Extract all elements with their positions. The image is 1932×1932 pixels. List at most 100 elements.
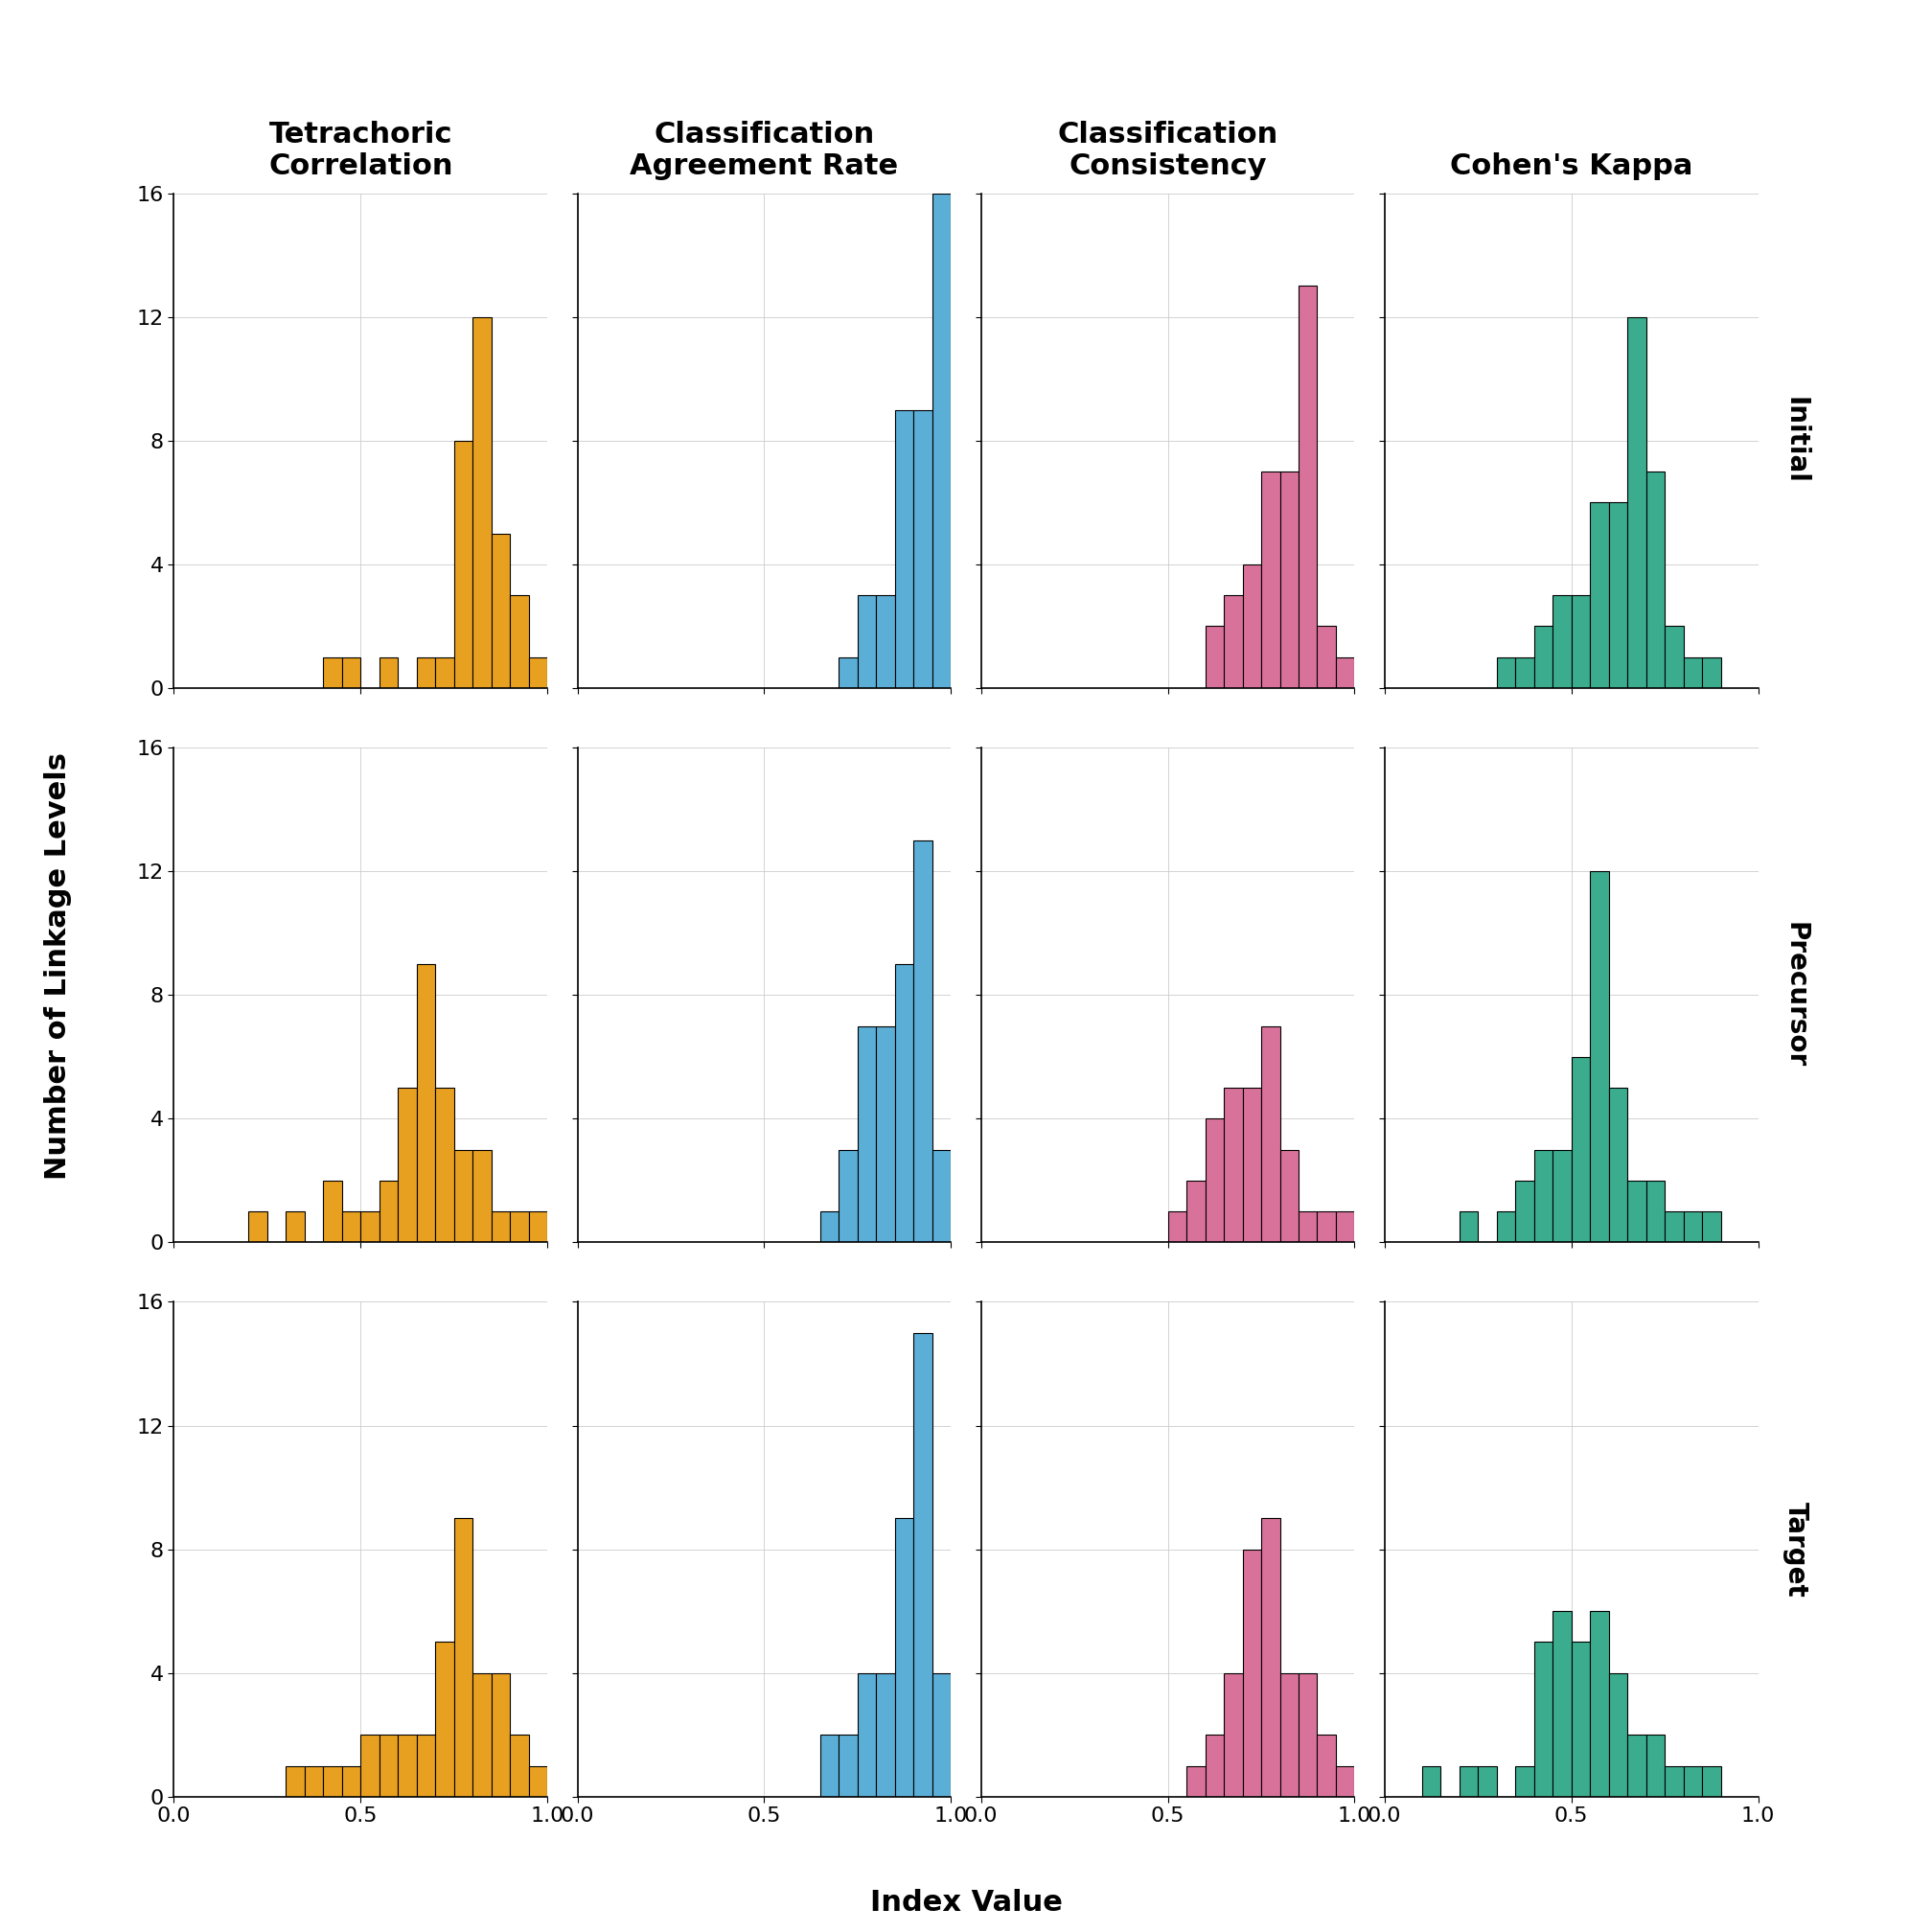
Bar: [1279, 471, 1298, 688]
Bar: [1646, 1735, 1665, 1797]
Bar: [933, 1150, 951, 1242]
Bar: [1553, 1150, 1571, 1242]
Bar: [1335, 1211, 1354, 1242]
Text: Index Value: Index Value: [869, 1889, 1063, 1917]
Bar: [1279, 1150, 1298, 1242]
Bar: [877, 1026, 895, 1242]
Bar: [1262, 1519, 1279, 1797]
Text: Number of Linkage Levels: Number of Linkage Levels: [44, 752, 71, 1180]
Bar: [473, 1673, 491, 1797]
Bar: [342, 1766, 361, 1797]
Bar: [1478, 1766, 1497, 1797]
Title: Tetrachoric
Correlation: Tetrachoric Correlation: [269, 120, 452, 180]
Bar: [1534, 626, 1553, 688]
Title: Classification
Agreement Rate: Classification Agreement Rate: [630, 120, 898, 180]
Bar: [1534, 1642, 1553, 1797]
Bar: [454, 1519, 473, 1797]
Bar: [1665, 626, 1683, 688]
Title: Cohen's Kappa: Cohen's Kappa: [1449, 153, 1692, 180]
Bar: [895, 410, 914, 688]
Bar: [342, 657, 361, 688]
Bar: [1571, 1057, 1590, 1242]
Bar: [1497, 657, 1515, 688]
Bar: [1186, 1766, 1206, 1797]
Bar: [1335, 1766, 1354, 1797]
Bar: [1702, 1211, 1721, 1242]
Bar: [914, 1333, 933, 1797]
Bar: [1206, 1119, 1223, 1242]
Bar: [529, 657, 547, 688]
Bar: [510, 1211, 529, 1242]
Bar: [838, 657, 858, 688]
Bar: [933, 193, 951, 688]
Bar: [1590, 502, 1609, 688]
Bar: [529, 1211, 547, 1242]
Text: Target: Target: [1781, 1501, 1808, 1598]
Bar: [1298, 286, 1318, 688]
Bar: [1459, 1766, 1478, 1797]
Bar: [1553, 1611, 1571, 1797]
Bar: [491, 533, 510, 688]
Bar: [1646, 471, 1665, 688]
Bar: [1262, 1026, 1279, 1242]
Bar: [1262, 471, 1279, 688]
Bar: [473, 1150, 491, 1242]
Bar: [1515, 1180, 1534, 1242]
Bar: [323, 1766, 342, 1797]
Bar: [1515, 657, 1534, 688]
Bar: [1683, 1766, 1702, 1797]
Bar: [361, 1735, 379, 1797]
Bar: [1646, 1180, 1665, 1242]
Bar: [895, 1519, 914, 1797]
Bar: [1609, 502, 1627, 688]
Bar: [249, 1211, 267, 1242]
Bar: [1242, 564, 1262, 688]
Bar: [1627, 317, 1646, 688]
Bar: [1683, 1211, 1702, 1242]
Bar: [1167, 1211, 1186, 1242]
Bar: [286, 1211, 305, 1242]
Bar: [510, 1735, 529, 1797]
Bar: [1242, 1549, 1262, 1797]
Bar: [1459, 1211, 1478, 1242]
Bar: [1318, 1211, 1335, 1242]
Bar: [1422, 1766, 1441, 1797]
Bar: [1683, 657, 1702, 688]
Bar: [323, 657, 342, 688]
Bar: [1206, 626, 1223, 688]
Text: Initial: Initial: [1781, 398, 1808, 485]
Bar: [529, 1766, 547, 1797]
Bar: [858, 1673, 877, 1797]
Bar: [1515, 1766, 1534, 1797]
Bar: [1186, 1180, 1206, 1242]
Bar: [1223, 1088, 1242, 1242]
Bar: [342, 1211, 361, 1242]
Bar: [1318, 1735, 1335, 1797]
Bar: [435, 1088, 454, 1242]
Bar: [1298, 1211, 1318, 1242]
Bar: [379, 1180, 398, 1242]
Bar: [1298, 1673, 1318, 1797]
Bar: [895, 964, 914, 1242]
Bar: [1571, 595, 1590, 688]
Title: Classification
Consistency: Classification Consistency: [1057, 120, 1279, 180]
Bar: [379, 1735, 398, 1797]
Bar: [305, 1766, 323, 1797]
Bar: [379, 657, 398, 688]
Bar: [1318, 626, 1335, 688]
Bar: [1609, 1673, 1627, 1797]
Bar: [435, 657, 454, 688]
Bar: [838, 1150, 858, 1242]
Bar: [1335, 657, 1354, 688]
Bar: [821, 1211, 838, 1242]
Bar: [361, 1211, 379, 1242]
Bar: [821, 1735, 838, 1797]
Bar: [1665, 1766, 1683, 1797]
Bar: [417, 657, 435, 688]
Bar: [323, 1180, 342, 1242]
Bar: [914, 410, 933, 688]
Bar: [1702, 1766, 1721, 1797]
Bar: [454, 440, 473, 688]
Bar: [1571, 1642, 1590, 1797]
Bar: [1702, 657, 1721, 688]
